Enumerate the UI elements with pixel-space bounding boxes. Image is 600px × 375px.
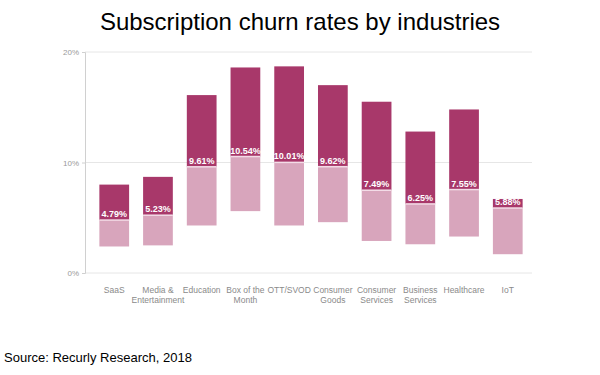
y-tick: 10%: [63, 159, 85, 168]
bars: [99, 66, 522, 254]
x-tick: SaaS: [104, 285, 125, 295]
data-label: 7.49%: [364, 179, 390, 189]
median-line: [362, 189, 392, 191]
background: [0, 0, 600, 375]
y-tick-mark: [82, 273, 85, 274]
bar-lower: [231, 157, 261, 212]
y-tick: 20%: [63, 48, 85, 57]
median-line: [187, 166, 217, 168]
median-line: [405, 203, 435, 205]
bar-lower: [493, 208, 523, 254]
data-label: 7.55%: [451, 179, 477, 189]
data-label: 5.23%: [145, 204, 171, 214]
x-tick-label: ConsumerServices: [357, 285, 396, 305]
data-label: 10.54%: [230, 146, 261, 156]
y-tick-mark: [82, 163, 85, 164]
x-tick: ConsumerServices: [357, 285, 396, 305]
bar-upper: [449, 109, 479, 189]
x-tick-label-line: Services: [404, 295, 437, 305]
x-tick-label-line: Entertainment: [132, 295, 186, 305]
y-tick: 0%: [67, 269, 85, 278]
x-tick-label: Healthcare: [443, 285, 484, 295]
x-tick-label: SaaS: [104, 285, 125, 295]
y-tick-mark: [82, 52, 85, 53]
bar-upper: [274, 66, 304, 162]
x-tick-label-line: Media &: [142, 285, 174, 295]
x-tick-label: OTT/SVOD: [267, 285, 310, 295]
data-label: 6.25%: [408, 193, 434, 203]
x-tick: Media &Entertainment: [132, 285, 186, 305]
x-tick-label-line: Healthcare: [443, 285, 484, 295]
x-axis: SaaS Media &EntertainmentEducation Box of …: [104, 285, 514, 305]
x-tick-label: Education: [183, 285, 221, 295]
bar-upper: [99, 185, 129, 220]
x-tick-label-line: Consumer: [357, 285, 396, 295]
bar-upper: [187, 95, 217, 167]
x-tick: Box of theMonth: [226, 285, 265, 305]
source: Source: Recurly Research, 2018: [4, 350, 192, 365]
bar-upper: [231, 67, 261, 156]
grid-line: [85, 273, 532, 274]
grid: [85, 52, 532, 273]
chart: Subscription churn rates by industries 0%…: [0, 0, 600, 375]
x-tick-label: BusinessServices: [403, 285, 438, 305]
x-tick-label-line: SaaS: [104, 285, 125, 295]
x-tick: Healthcare: [443, 285, 484, 295]
y-axis-line: [82, 53, 86, 274]
data-labels: 4.79% 5.23% 9.61% 10.54% 10.01% 9.62% 7.49% 6.2…: [101, 146, 520, 220]
bar-lower: [362, 190, 392, 241]
y-axis: 0% 10% 20%: [63, 48, 86, 278]
x-tick-label: Media &Entertainment: [132, 285, 186, 305]
x-tick: OTT/SVOD: [267, 285, 310, 295]
median-line: [99, 219, 129, 221]
x-tick-label-line: Education: [183, 285, 221, 295]
y-tick-label: 0%: [67, 269, 79, 278]
x-tick-label-line: OTT/SVOD: [267, 285, 310, 295]
grid-line: [85, 52, 532, 53]
x-tick-label: IoT: [502, 285, 514, 295]
bar-lower: [99, 220, 129, 246]
data-label: 5.88%: [495, 197, 521, 207]
median-line: [493, 207, 523, 209]
x-tick: BusinessServices: [403, 285, 438, 305]
x-tick-label-line: IoT: [502, 285, 514, 295]
median-line: [274, 162, 304, 164]
x-tick-label-line: Business: [403, 285, 438, 295]
data-label: 9.62%: [320, 156, 346, 166]
bar-lower: [187, 167, 217, 226]
x-tick-label-line: Box of the: [226, 285, 265, 295]
bar-upper: [143, 177, 173, 215]
bar-lower: [318, 167, 348, 222]
median-line: [318, 166, 348, 168]
data-label: 9.61%: [189, 156, 215, 166]
y-tick-label: 20%: [63, 48, 79, 57]
x-tick-label: Box of theMonth: [226, 285, 265, 305]
x-tick-label-line: Consumer: [313, 285, 352, 295]
y-tick-label: 10%: [63, 159, 79, 168]
bar-lower: [405, 204, 435, 244]
bar-lower: [449, 190, 479, 237]
bar-upper: [318, 85, 348, 167]
x-tick-label-line: Month: [234, 295, 258, 305]
x-tick: Education: [183, 285, 221, 295]
x-tick: ConsumerGoods: [313, 285, 352, 305]
title: Subscription churn rates by industries: [100, 8, 500, 35]
median-line: [231, 156, 261, 158]
x-tick-label-line: Goods: [320, 295, 345, 305]
x-tick-label-line: Services: [360, 295, 393, 305]
bar-upper: [405, 132, 435, 204]
x-tick-label: ConsumerGoods: [313, 285, 352, 305]
bar-lower: [143, 215, 173, 245]
median-line: [449, 189, 479, 191]
data-label: 10.01%: [274, 151, 305, 161]
median-line: [143, 214, 173, 216]
bar-lower: [274, 162, 304, 225]
x-tick: IoT: [502, 285, 514, 295]
bar-upper: [362, 102, 392, 191]
data-label: 4.79%: [101, 209, 127, 219]
